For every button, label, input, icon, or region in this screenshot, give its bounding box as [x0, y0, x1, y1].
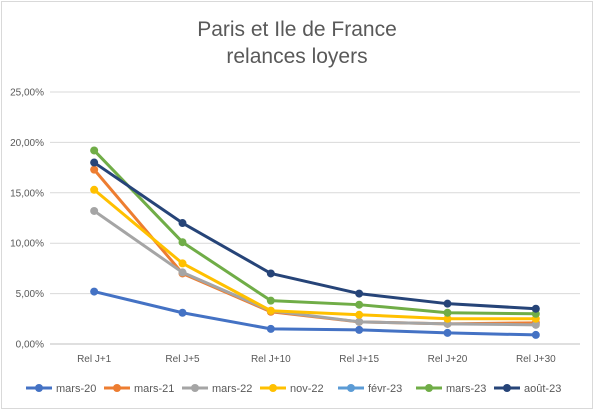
y-tick-label: 15,00% — [10, 188, 44, 199]
data-point — [531, 304, 540, 313]
series-nov-22 — [90, 185, 540, 323]
legend-swatch-marker — [191, 384, 199, 392]
data-point — [355, 300, 364, 309]
data-point — [266, 306, 275, 315]
series-group — [90, 146, 540, 339]
y-tick-label: 20,00% — [10, 138, 44, 149]
legend-item: nov-22 — [260, 383, 324, 395]
series-août-23 — [90, 158, 540, 313]
legend-label: mars-21 — [134, 383, 174, 395]
x-tick-label: Rel J+15 — [339, 354, 379, 365]
legend-label: nov-22 — [290, 383, 324, 395]
y-tick-label: 10,00% — [10, 239, 44, 250]
y-tick-label: 5,00% — [16, 289, 44, 300]
data-point — [90, 287, 99, 296]
data-point — [90, 165, 99, 174]
series-mars-22 — [90, 206, 540, 329]
series-mars-23 — [90, 146, 540, 318]
legend-item: mars-23 — [416, 383, 486, 395]
data-point — [266, 269, 275, 278]
legend-swatch-marker — [503, 384, 511, 392]
legend-label: mars-23 — [446, 383, 486, 395]
series-line — [92, 148, 538, 316]
data-point — [443, 328, 452, 337]
data-point — [178, 219, 187, 228]
data-point — [355, 317, 364, 326]
y-axis-ticks: 0,00% 5,00% 10,00% 15,00% 20,00% 25,00% — [10, 88, 44, 351]
x-tick-label: Rel J+1 — [77, 354, 112, 365]
data-point — [90, 158, 99, 167]
data-point — [531, 330, 540, 339]
chart-title-line-2: relances loyers — [226, 45, 368, 68]
data-point — [266, 324, 275, 333]
legend-label: août-23 — [524, 383, 561, 395]
x-tick-label: Rel J+20 — [428, 354, 468, 365]
data-point — [355, 289, 364, 298]
data-point — [90, 146, 99, 155]
series-line — [92, 188, 538, 321]
data-point — [443, 308, 452, 317]
legend-label: mars-20 — [56, 383, 96, 395]
data-point — [90, 206, 99, 215]
series-line — [92, 209, 538, 327]
legend-item: mars-21 — [104, 383, 174, 395]
chart-title-line-1: Paris et Ile de France — [197, 18, 397, 41]
legend-item: mars-20 — [26, 383, 96, 395]
legend-swatch-marker — [35, 384, 43, 392]
data-point — [178, 308, 187, 317]
legend-label: mars-22 — [212, 383, 252, 395]
data-point — [178, 259, 187, 268]
data-point — [178, 238, 187, 247]
data-point — [355, 310, 364, 319]
data-point — [531, 320, 540, 329]
legend-swatch-marker — [347, 384, 355, 392]
legend-item: mars-22 — [182, 383, 252, 395]
legend-swatch-marker — [269, 384, 277, 392]
data-point — [355, 325, 364, 334]
y-tick-label: 0,00% — [16, 340, 44, 351]
y-tick-label: 25,00% — [10, 88, 44, 99]
series-line — [92, 161, 538, 311]
legend-item: févr-23 — [338, 383, 402, 395]
series-line — [92, 290, 538, 337]
data-point — [178, 268, 187, 277]
data-point — [266, 296, 275, 305]
legend: mars-20 mars-21 mars-22 nov-22 févr-23 mars-2… — [26, 383, 561, 395]
data-point — [443, 299, 452, 308]
x-axis-ticks: Rel J+1 Rel J+5 Rel J+10 Rel J+15 Rel J+20 Re… — [77, 354, 556, 365]
legend-swatch-marker — [425, 384, 433, 392]
series-mars-20 — [90, 287, 540, 339]
data-point — [443, 314, 452, 323]
legend-item: août-23 — [494, 383, 561, 395]
x-tick-label: Rel J+30 — [516, 354, 556, 365]
data-point — [90, 185, 99, 194]
x-tick-label: Rel J+10 — [251, 354, 291, 365]
x-tick-label: Rel J+5 — [165, 354, 200, 365]
legend-swatch-marker — [113, 384, 121, 392]
chart-title: Paris et Ile de France relances loyers — [2, 16, 592, 70]
legend-label: févr-23 — [368, 383, 402, 395]
